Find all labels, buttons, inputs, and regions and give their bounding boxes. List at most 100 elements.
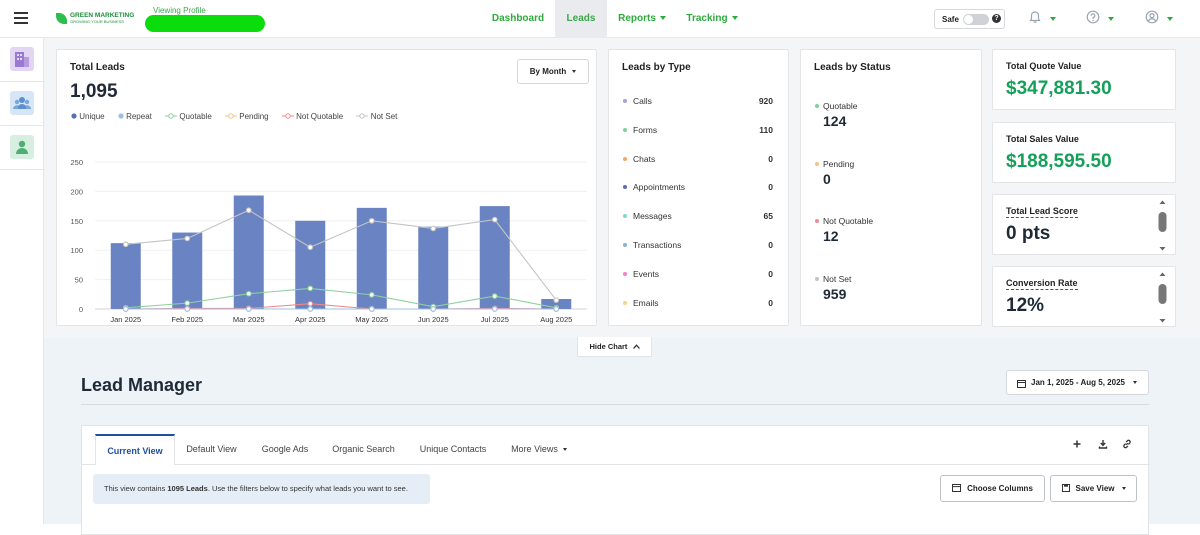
x-tick-label: Feb 2025: [171, 315, 203, 324]
point-repeat: [430, 306, 437, 312]
top-bar: GREEN MARKETING GROWING YOUR BUSINESS Vi…: [0, 0, 1200, 38]
type-value: 920: [758, 96, 773, 106]
view-info-banner: This view contains 1095 Leads. Use the f…: [93, 474, 430, 504]
point-not-set: [122, 241, 129, 248]
point-repeat: [491, 306, 498, 312]
status-row-not-set: Not Set 959: [815, 273, 852, 302]
legend-pending[interactable]: Pending: [225, 112, 269, 121]
type-dot: [623, 214, 627, 219]
kpi-scrollbar[interactable]: [1158, 270, 1167, 325]
point-not-set: [184, 235, 191, 242]
tab-default-view[interactable]: Default View: [186, 444, 237, 454]
type-label: Emails: [633, 297, 659, 308]
date-range-picker[interactable]: Jan 1, 2025 - Aug 5, 2025: [1006, 370, 1149, 395]
tab-more-views[interactable]: More Views: [504, 434, 574, 464]
user-icon[interactable]: [1145, 10, 1159, 24]
legend-repeat[interactable]: Repeat: [118, 112, 152, 121]
profile-name-redacted[interactable]: [145, 15, 265, 32]
nav-leads[interactable]: Leads: [555, 0, 607, 38]
tab-organic-search[interactable]: Organic Search: [332, 444, 395, 454]
status-dot: [815, 219, 819, 223]
chevron-down-icon[interactable]: [1167, 17, 1173, 21]
line-not-set: [125, 209, 557, 301]
x-tick-label: Aug 2025: [540, 315, 572, 324]
left-sidebar: [0, 38, 44, 524]
conversion-rate-title: Conversion Rate: [1006, 278, 1078, 290]
point-repeat: [553, 306, 560, 312]
x-tick-label: Mar 2025: [233, 315, 265, 324]
sidebar-item-team[interactable]: [0, 82, 44, 126]
sidebar-item-contacts[interactable]: [0, 126, 44, 170]
nav-reports[interactable]: Reports: [611, 0, 673, 38]
legend-unique[interactable]: Unique: [71, 112, 105, 121]
viewing-profile-label: Viewing Profile: [153, 6, 206, 15]
plus-icon[interactable]: [1072, 439, 1082, 449]
save-view-button[interactable]: Save View: [1050, 475, 1137, 502]
status-label: Not Set: [823, 273, 852, 284]
status-label: Pending: [823, 158, 855, 169]
dashboard-area: Total Leads 1,095 By Month Unique Repeat…: [44, 38, 1200, 338]
download-icon[interactable]: [1098, 439, 1108, 449]
tab-current-view[interactable]: Current View: [95, 434, 175, 465]
type-label: Forms: [633, 124, 658, 135]
type-value: 0: [768, 240, 773, 250]
person-icon: [10, 135, 34, 159]
chevron-down-icon[interactable]: [1108, 17, 1114, 21]
chevron-down-icon[interactable]: [1050, 17, 1056, 21]
safe-mode-toggle[interactable]: Safe ?: [934, 9, 1005, 29]
type-dot: [623, 156, 627, 161]
total-sales-value-card: Total Sales Value $188,595.50: [992, 122, 1176, 183]
chevron-up-icon: [632, 344, 640, 349]
columns-icon: [952, 484, 962, 492]
help-icon[interactable]: [1086, 10, 1100, 24]
bell-icon[interactable]: [1028, 10, 1042, 24]
hamburger-menu-icon[interactable]: [14, 12, 28, 24]
safe-label: Safe: [942, 15, 959, 24]
legend-not-set[interactable]: Not Set: [356, 112, 397, 121]
toggle-switch[interactable]: [963, 14, 989, 25]
total-leads-value: 1,095: [70, 81, 118, 102]
total-sales-value: $188,595.50: [1006, 151, 1112, 172]
period-dropdown[interactable]: By Month: [517, 59, 589, 84]
sidebar-item-companies[interactable]: [0, 38, 44, 82]
x-tick-label: Jul 2025: [481, 315, 509, 324]
total-quote-value: $347,881.30: [1006, 78, 1112, 99]
bar-unique: [295, 220, 326, 309]
hide-chart-button[interactable]: Hide Chart: [577, 337, 652, 357]
chevron-down-icon: [731, 16, 738, 20]
type-value: 110: [759, 124, 773, 135]
x-tick-label: Jan 2025: [110, 315, 141, 324]
kpi-scrollbar[interactable]: [1158, 198, 1167, 253]
chevron-down-icon: [572, 70, 577, 73]
lead-view-panel: Current View Default View Google Ads Org…: [81, 425, 1150, 535]
point-repeat: [184, 306, 191, 312]
chevron-down-icon: [1121, 487, 1126, 490]
nav-tracking[interactable]: Tracking: [681, 0, 743, 38]
legend-not-quotable[interactable]: Not Quotable: [281, 112, 343, 121]
point-repeat: [245, 306, 252, 312]
lead-manager-title: Lead Manager: [81, 375, 203, 395]
type-dot: [623, 300, 627, 305]
tab-unique-contacts[interactable]: Unique Contacts: [419, 444, 487, 454]
line-quotable: [125, 287, 557, 309]
legend-quotable[interactable]: Quotable: [165, 112, 212, 121]
chevron-down-icon: [562, 448, 567, 451]
chevron-down-icon: [659, 16, 666, 20]
tab-google-ads[interactable]: Google Ads: [261, 444, 309, 454]
total-leads-title: Total Leads: [70, 62, 125, 73]
tab-divider: [82, 464, 1150, 465]
safe-help-icon[interactable]: ?: [992, 14, 1001, 23]
building-icon: [10, 47, 34, 71]
choose-columns-button[interactable]: Choose Columns: [940, 475, 1045, 502]
link-icon[interactable]: [1122, 439, 1132, 449]
leads-by-type-card: Leads by Type Calls 920 Forms 110 Chats 0 Appo…: [608, 49, 789, 326]
nav-dashboard[interactable]: Dashboard: [491, 13, 545, 24]
y-tick-label: 150: [70, 217, 83, 226]
save-icon: [1061, 484, 1070, 492]
y-tick-label: 250: [70, 158, 83, 167]
conversion-rate-value: 12%: [1006, 295, 1045, 316]
point-quotable: [307, 285, 314, 292]
point-quotable: [368, 292, 375, 298]
company-logo[interactable]: GREEN MARKETING GROWING YOUR BUSINESS: [56, 12, 134, 26]
status-label: Quotable: [823, 101, 858, 111]
